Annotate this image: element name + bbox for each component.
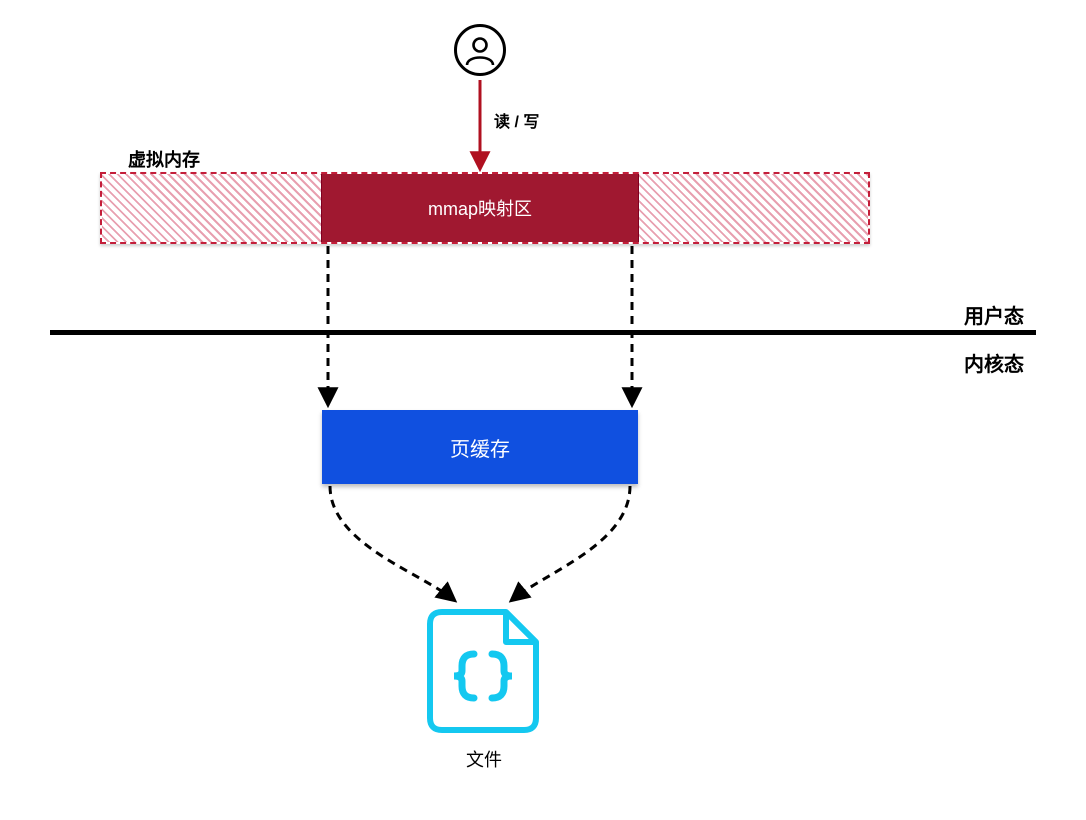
- arrow-pagecache-to-file-left: [330, 486, 454, 600]
- page-cache-box: 页缓存: [322, 410, 638, 484]
- user-icon: [454, 24, 506, 76]
- user-mode-label: 用户态: [964, 300, 1024, 329]
- virtual-memory-bar: mmap映射区: [100, 172, 870, 244]
- diagram-canvas: 读 / 写 虚拟内存 mmap映射区 用户态 内核态 页缓存 文件: [0, 0, 1086, 820]
- mmap-region-label: mmap映射区: [428, 195, 532, 221]
- user-kernel-divider: [50, 330, 1036, 335]
- virtual-memory-label: 虚拟内存: [128, 146, 200, 172]
- file-icon: [424, 606, 542, 736]
- kernel-mode-label: 内核态: [964, 348, 1024, 377]
- vm-region-left: [102, 174, 321, 242]
- file-label: 文件: [466, 746, 502, 772]
- mmap-region-box: mmap映射区: [321, 174, 639, 242]
- vm-region-right: [639, 174, 868, 242]
- read-write-label: 读 / 写: [494, 108, 539, 132]
- page-cache-label: 页缓存: [450, 433, 510, 462]
- arrow-pagecache-to-file-right: [512, 486, 630, 600]
